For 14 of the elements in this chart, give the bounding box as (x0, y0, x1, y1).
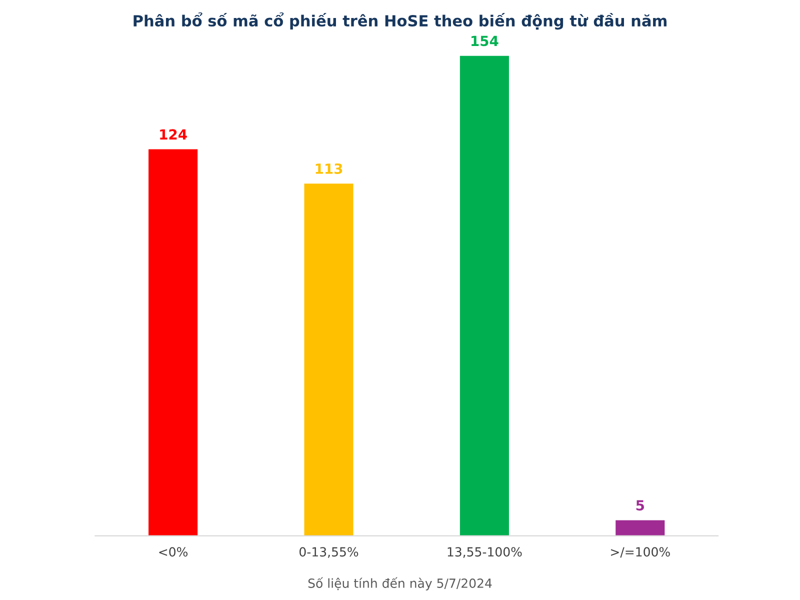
data-label: 124 (160, 129, 187, 140)
bar (616, 520, 665, 536)
x-tick-label: 13,55-100% (448, 547, 522, 558)
bar (148, 149, 198, 536)
x-tick-label: >/=100% (611, 547, 670, 558)
x-tick-label: <0% (159, 547, 188, 557)
data-label: 154 (472, 36, 498, 46)
bar (460, 56, 509, 536)
text: Số liệu tính đến này 5/7/2024 (308, 577, 492, 590)
x-tick-label: 0-13,55% (300, 547, 358, 558)
chart-title: Phân bổ số mã cổ phiếu trên HoSE theo biến động từ đầu năm (134, 12, 666, 30)
data-label: 5 (636, 500, 644, 511)
bar (304, 184, 354, 536)
data-label: 113 (316, 163, 342, 174)
